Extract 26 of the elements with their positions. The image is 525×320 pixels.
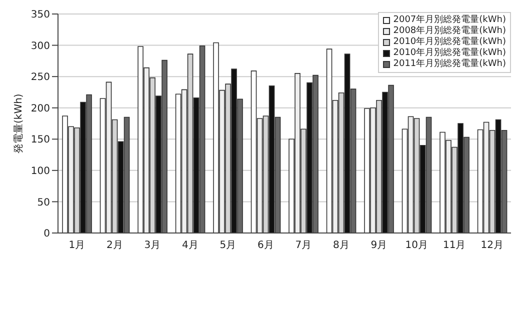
x-tick-label: 7月	[295, 240, 312, 252]
y-tick-label: 50	[37, 197, 50, 208]
legend-label: 2007年月別総発電量(kWh)	[393, 15, 506, 26]
y-tick-label: 250	[30, 72, 50, 84]
x-tick-label: 10月	[405, 240, 428, 252]
x-tick-label: 9月	[370, 240, 388, 252]
legend-label: 2008年月別総発電量(kWh)	[393, 26, 506, 36]
x-tick-label: 4月	[182, 240, 198, 252]
legend-label: 2010年月別総発電量(kWh)	[393, 37, 506, 48]
x-tick-label: 1月	[68, 240, 86, 252]
y-tick-label: 200	[30, 103, 50, 114]
x-tick-label: 12月	[480, 240, 504, 252]
y-tick-label: 100	[30, 166, 50, 177]
y-tick-label: 300	[30, 40, 50, 52]
y-tick-label: 150	[30, 134, 50, 146]
x-tick-label: 6月	[257, 240, 274, 252]
y-axis-title: 発電量(kWh)	[14, 94, 25, 154]
legend-label: 2011年月別総発電量(kWh)	[393, 59, 506, 70]
y-tick-label: 0	[44, 228, 50, 240]
x-tick-label: 8月	[332, 240, 350, 252]
x-tick-label: 3月	[144, 240, 161, 252]
legend-label: 2010年月別総発電量(kWh)	[393, 48, 506, 58]
x-tick-label: 5月	[220, 240, 236, 252]
x-tick-label: 2月	[106, 240, 123, 252]
x-tick-label: 11月	[443, 240, 466, 252]
y-tick-label: 350	[30, 10, 50, 21]
